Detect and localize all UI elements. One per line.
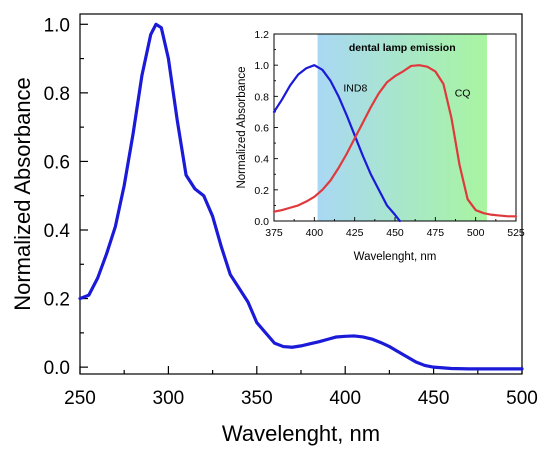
main-x-axis-title: Wavelenght, nm (222, 421, 380, 446)
inset-x-tick-label: 475 (427, 227, 445, 239)
main-axis-ticks: 250 300 350 400 450 500 0.0 0.2 0.4 0.6 0.8 1.0 (44, 15, 538, 409)
inset-plot: 375 400 425 450 475 500 525 0.0 0.2 0.4 0.6 0.8 1.0 1… (236, 29, 525, 263)
inset-y-tick-label: 1.0 (254, 60, 269, 72)
inset-y-tick-label: 0.2 (254, 185, 269, 197)
main-series-line-0 (78, 22, 524, 371)
main-x-tick-label: 450 (418, 388, 450, 409)
main-y-tick-label: 1.0 (44, 15, 70, 36)
main-y-tick-label: 0.8 (44, 84, 70, 105)
main-x-tick-label: 350 (241, 388, 273, 409)
inset-y-tick-label: 0.4 (254, 154, 269, 166)
main-y-tick-label: 0.4 (44, 221, 71, 242)
inset-x-tick-label: 450 (386, 227, 404, 239)
inset-y-tick-label: 0.6 (254, 123, 269, 135)
inset-series-line-ind8 (272, 64, 401, 223)
inset-y-tick-label: 0.0 (254, 216, 269, 228)
inset-y-tick-label: 0.8 (254, 91, 269, 103)
inset-emission-band (317, 34, 487, 221)
inset-x-tick-label: 525 (507, 227, 525, 239)
inset-x-tick-label: 425 (346, 227, 364, 239)
inset-x-tick-label: 375 (265, 227, 283, 239)
inset-axis-ticks: 375 400 425 450 475 500 525 0.0 0.2 0.4 0.6 0.8 1.0 1… (254, 29, 525, 239)
inset-y-tick-label: 1.2 (254, 29, 269, 41)
main-plot: 250 300 350 400 450 500 0.0 0.2 0.4 0.6 0.8 1.0 Wav… (10, 13, 538, 446)
main-x-tick-label: 500 (506, 388, 538, 409)
main-y-tick-label: 0.2 (44, 290, 70, 311)
inset-series-label-ind8: IND8 (343, 83, 367, 95)
main-x-tick-label: 300 (153, 388, 185, 409)
main-x-tick-label: 250 (64, 388, 96, 409)
inset-series-line-cq (272, 64, 518, 218)
inset-series-label-cq: CQ (455, 87, 471, 99)
inset-y-axis-title: Normalized Absorbance (236, 66, 248, 188)
main-x-tick-label: 400 (329, 388, 361, 409)
main-y-tick-label: 0.6 (44, 152, 70, 173)
inset-x-axis-title: Wavelenght, nm (354, 251, 437, 263)
inset-x-tick-label: 500 (467, 227, 485, 239)
main-series-group (78, 22, 524, 371)
main-y-tick-label: 0.0 (44, 358, 70, 379)
inset-series-group (272, 64, 518, 223)
inset-x-tick-label: 400 (306, 227, 324, 239)
inset-band-label: dental lamp emission (349, 42, 456, 54)
main-y-axis-title: Normalized Absorbance (10, 77, 35, 311)
